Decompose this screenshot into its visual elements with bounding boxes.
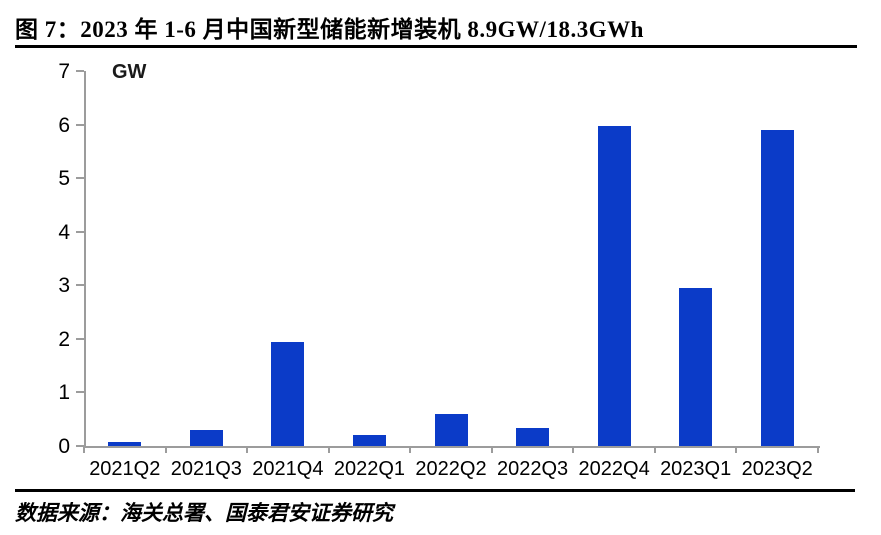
x-axis-line	[84, 446, 820, 448]
x-axis-tick	[653, 446, 656, 453]
y-axis-tick-label: 5	[58, 167, 70, 191]
x-axis-tick	[83, 446, 85, 453]
y-axis-tick-label: 1	[58, 381, 70, 405]
y-axis-tick	[76, 177, 84, 180]
y-axis-tick-label: 0	[58, 435, 70, 458]
x-axis-label-2022Q2: 2022Q2	[415, 458, 487, 480]
x-axis-tick	[735, 446, 738, 453]
bar-2022Q1	[352, 435, 386, 446]
y-axis-tick-label: 4	[58, 220, 70, 244]
x-axis-tick	[164, 446, 167, 453]
bar-2022Q4	[597, 126, 631, 446]
bar-2021Q3	[189, 429, 223, 446]
figure-title: 图 7：2023 年 1-6 月中国新型储能新增装机 8.9GW/18.3GWh	[15, 17, 644, 42]
x-axis-tick	[490, 446, 493, 453]
bar-2023Q1	[679, 287, 713, 446]
data-source-note: 数据来源：海关总署、国泰君安证券研究	[15, 501, 393, 525]
y-axis-tick	[76, 445, 84, 447]
y-axis-tick-label: 6	[58, 113, 70, 137]
bar-2023Q2	[760, 129, 794, 446]
bar-2021Q2	[108, 441, 142, 446]
y-axis-tick	[76, 284, 84, 287]
x-axis-tick	[246, 446, 249, 453]
y-axis-tick-label: 2	[58, 327, 70, 351]
title-underline	[15, 45, 857, 48]
y-axis-tick	[76, 123, 84, 126]
y-axis-tick-label: 7	[58, 60, 70, 83]
y-axis-tick	[76, 230, 84, 233]
x-axis-tick	[409, 446, 412, 453]
x-axis-label-2022Q4: 2022Q4	[578, 458, 650, 480]
x-axis-label-2021Q4: 2021Q4	[252, 458, 324, 480]
bar-2022Q3	[516, 428, 550, 446]
x-axis-label-2023Q2: 2023Q2	[741, 458, 813, 480]
footer-divider-line	[15, 489, 855, 492]
x-axis-tick	[327, 446, 330, 453]
x-axis-tick	[572, 446, 575, 453]
y-axis-tick	[76, 337, 84, 340]
x-axis-label-2021Q3: 2021Q3	[170, 458, 242, 480]
y-axis-tick	[76, 391, 84, 394]
x-axis-label-2022Q3: 2022Q3	[496, 458, 569, 480]
y-axis-tick-label: 3	[58, 274, 70, 298]
y-axis-tick	[76, 70, 84, 72]
x-axis-tick	[817, 446, 819, 453]
x-axis-label-2022Q1: 2022Q1	[333, 458, 406, 480]
x-axis-label-2021Q2: 2021Q2	[89, 458, 161, 480]
bar-2022Q2	[434, 413, 468, 446]
bar-2021Q4	[271, 341, 305, 446]
y-axis-unit-label: GW	[112, 61, 147, 83]
x-axis-label-2023Q1: 2023Q1	[660, 458, 732, 480]
y-axis-line	[84, 71, 86, 448]
